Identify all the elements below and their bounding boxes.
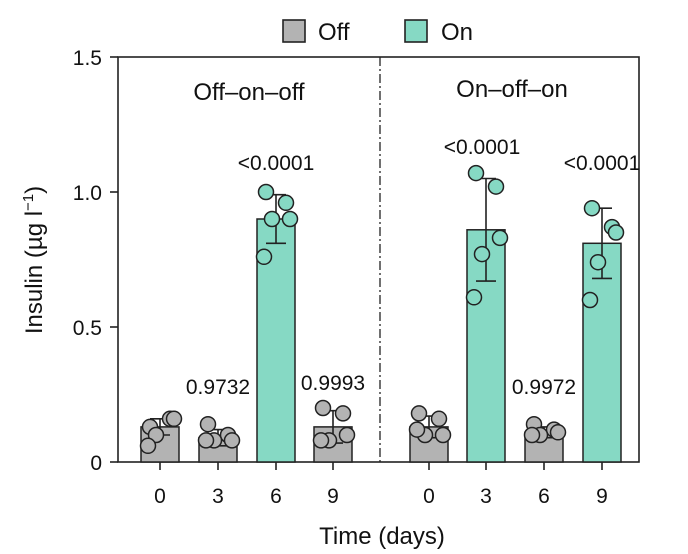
x-tick-label: 0: [154, 485, 166, 508]
data-point: [223, 432, 241, 449]
p-value-label: 0.9993: [301, 372, 365, 395]
p-value-label: <0.0001: [564, 152, 641, 175]
y-axis-label: Insulin (µg l−1): [20, 186, 48, 334]
data-point: [199, 415, 217, 433]
data-point: [467, 164, 485, 182]
data-point: [263, 210, 281, 228]
data-point: [314, 399, 332, 417]
data-point: [581, 291, 599, 309]
data-point: [281, 210, 299, 228]
x-axis-label: Time (days): [319, 523, 445, 550]
p-value-label: 0.9732: [186, 376, 250, 399]
y-axis-label-main: Insulin (µg l: [21, 211, 48, 334]
data-point: [165, 410, 183, 428]
data-point: [312, 432, 330, 449]
x-tick-label: 9: [596, 485, 608, 508]
data-point: [430, 410, 448, 428]
bar: [582, 242, 622, 463]
legend: Off On: [282, 19, 473, 46]
data-point: [583, 199, 601, 217]
x-tick-label: 6: [270, 485, 282, 508]
bar: [256, 218, 296, 463]
data-point: [487, 178, 505, 195]
legend-on-label: On: [441, 19, 473, 46]
data-point: [197, 432, 215, 449]
chart-marks: 0 0.9732 3 <0.0001 6 0.9993 9 0 <0.0001 3 0.9972 6 <…: [139, 136, 641, 508]
x-tick-label: 3: [212, 485, 224, 508]
data-point: [277, 194, 295, 212]
data-point: [139, 437, 157, 455]
p-value-label: <0.0001: [444, 136, 521, 159]
data-point: [491, 229, 509, 247]
data-point: [473, 245, 491, 263]
data-point: [549, 424, 567, 441]
y-tick-label: 1.0: [73, 182, 102, 205]
plot-frame: [117, 56, 640, 463]
x-tick-label: 6: [538, 485, 550, 508]
data-point: [408, 421, 426, 438]
y-axis-label-close: ): [21, 186, 48, 194]
legend-off-swatch: [282, 19, 306, 43]
x-tick-label: 9: [327, 485, 339, 508]
p-value-label: <0.0001: [238, 152, 315, 175]
y-axis-label-superscript: −1: [20, 194, 37, 211]
data-point: [523, 426, 541, 444]
data-point: [465, 289, 483, 306]
p-value-label: 0.9972: [512, 376, 576, 399]
panel-title-right: On–off–on: [456, 76, 568, 103]
y-tick-label: 0: [90, 452, 102, 475]
data-point: [257, 183, 275, 201]
data-point: [334, 405, 352, 422]
y-axis: 0 0.5 1.0 1.5: [73, 47, 118, 475]
x-tick-label: 0: [423, 485, 435, 508]
y-tick-label: 0.5: [73, 317, 102, 340]
y-tick-label: 1.5: [73, 47, 102, 70]
data-point: [255, 248, 273, 266]
legend-on-swatch: [404, 19, 428, 43]
data-point: [589, 253, 607, 271]
panel-title-left: Off–on–off: [193, 79, 305, 106]
data-point: [338, 426, 356, 444]
data-point: [607, 224, 625, 241]
legend-off-label: Off: [318, 19, 350, 46]
data-point: [410, 405, 428, 422]
data-point: [434, 426, 452, 444]
x-tick-label: 3: [480, 485, 492, 508]
